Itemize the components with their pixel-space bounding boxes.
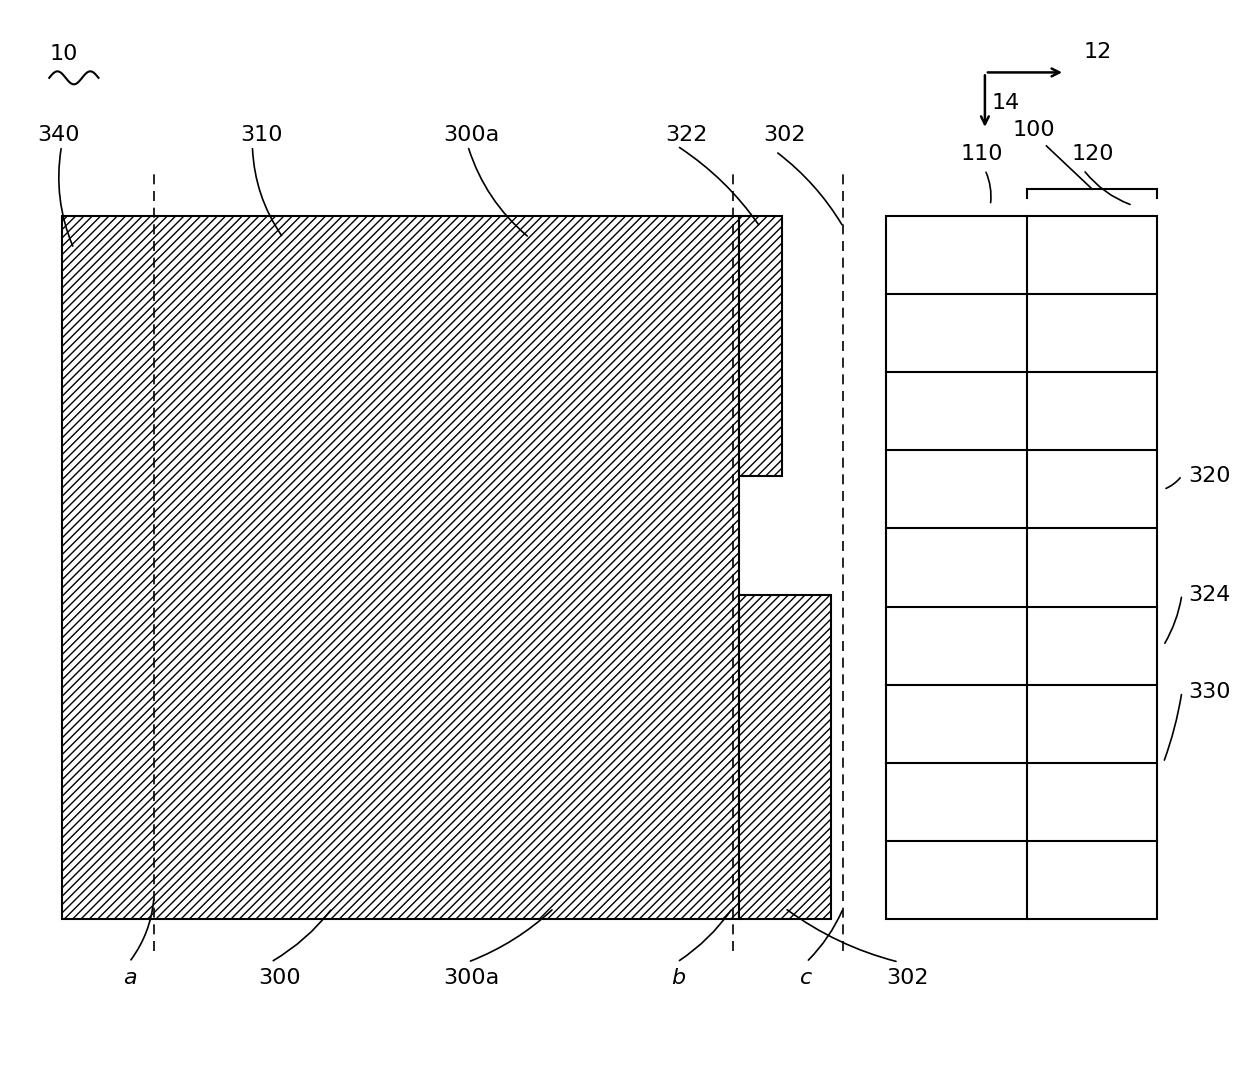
Text: a: a [123,969,136,988]
Text: 100: 100 [1013,120,1055,139]
Text: 320: 320 [1188,466,1230,485]
Text: 302: 302 [887,969,929,988]
Text: 324: 324 [1188,585,1230,604]
Text: 120: 120 [1071,144,1114,163]
Bar [739,216,781,476]
Bar [887,216,1157,919]
Text: 14: 14 [991,93,1019,112]
Text: 300a: 300a [443,125,500,145]
Text: 300a: 300a [443,969,500,988]
Text: 302: 302 [764,125,806,145]
Bar [739,595,831,919]
Text: c: c [800,969,812,988]
Text: 12: 12 [1084,42,1111,62]
Bar [62,216,739,919]
Text: 310: 310 [241,125,283,145]
Text: 330: 330 [1188,682,1230,702]
Text: 110: 110 [960,144,1003,163]
Text: 340: 340 [37,125,79,145]
Text: b: b [671,969,684,988]
Text: 300: 300 [258,969,301,988]
Text: 322: 322 [665,125,707,145]
Text: 10: 10 [50,44,78,64]
